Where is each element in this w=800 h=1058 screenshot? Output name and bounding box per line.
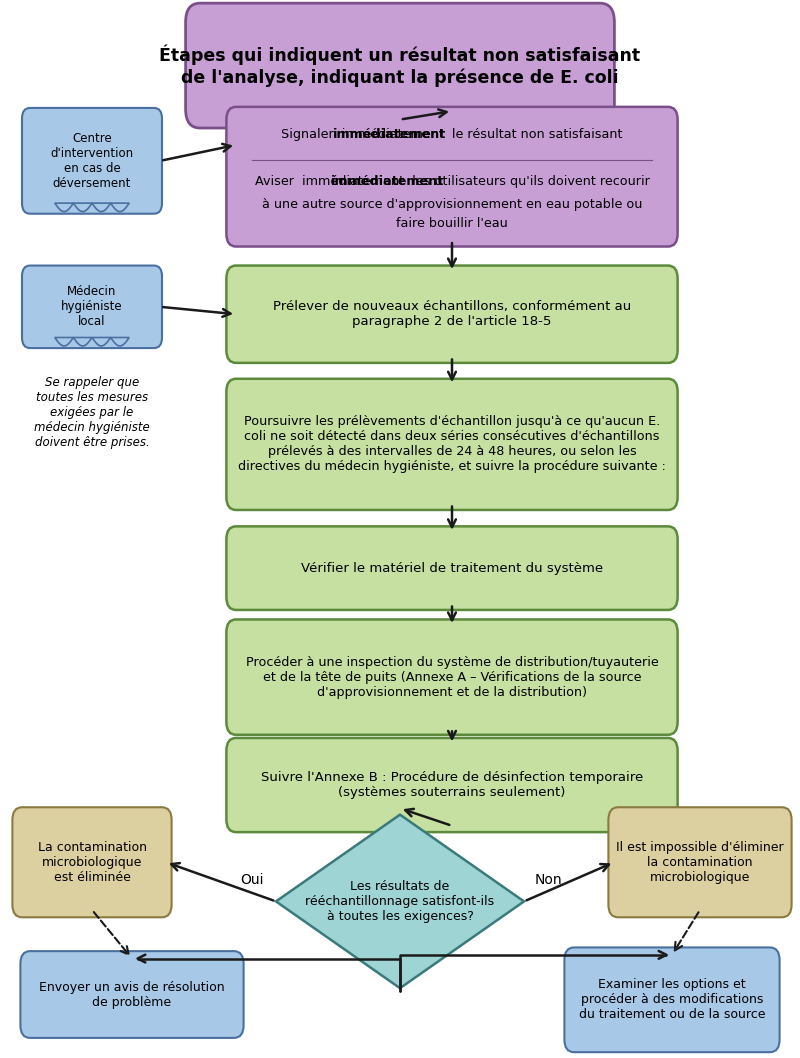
- Text: Se rappeler que
toutes les mesures
exigées par le
médecin hygiéniste
doivent êtr: Se rappeler que toutes les mesures exigé…: [34, 377, 150, 449]
- FancyBboxPatch shape: [226, 619, 678, 734]
- FancyBboxPatch shape: [226, 107, 678, 247]
- Text: Centre
d'intervention
en cas de
déversement: Centre d'intervention en cas de déversem…: [50, 132, 134, 189]
- FancyBboxPatch shape: [21, 951, 244, 1038]
- FancyBboxPatch shape: [226, 527, 678, 609]
- Text: Signaler  immédiatement  le résultat non satisfaisant: Signaler immédiatement le résultat non s…: [282, 128, 622, 141]
- Text: Les résultats de
rééchantillonnage satisfont-ils
à toutes les exigences?: Les résultats de rééchantillonnage satis…: [306, 880, 494, 923]
- Text: faire bouillir l'eau: faire bouillir l'eau: [396, 217, 508, 230]
- Polygon shape: [276, 815, 524, 988]
- FancyBboxPatch shape: [186, 3, 614, 128]
- FancyBboxPatch shape: [226, 379, 678, 510]
- Text: Non: Non: [534, 873, 562, 888]
- FancyBboxPatch shape: [608, 807, 791, 917]
- Text: Examiner les options et
procéder à des modifications
du traitement ou de la sour: Examiner les options et procéder à des m…: [578, 979, 766, 1021]
- Text: Oui: Oui: [240, 873, 264, 888]
- FancyBboxPatch shape: [13, 807, 171, 917]
- FancyBboxPatch shape: [22, 266, 162, 348]
- Text: Prélever de nouveaux échantillons, conformément au
paragraphe 2 de l'article 18-: Prélever de nouveaux échantillons, confo…: [273, 300, 631, 328]
- Text: à une autre source d'approvisionnement en eau potable ou: à une autre source d'approvisionnement e…: [262, 198, 642, 211]
- FancyBboxPatch shape: [22, 108, 162, 214]
- Text: Suivre l'Annexe B : Procédure de désinfection temporaire
(systèmes souterrains s: Suivre l'Annexe B : Procédure de désinfe…: [261, 771, 643, 799]
- Text: Il est impossible d'éliminer
la contamination
microbiologique: Il est impossible d'éliminer la contamin…: [616, 841, 784, 883]
- FancyBboxPatch shape: [565, 948, 779, 1052]
- Text: Médecin
hygiéniste
local: Médecin hygiéniste local: [61, 286, 123, 328]
- Text: Poursuivre les prélèvements d'échantillon jusqu'à ce qu'aucun E.
coli ne soit dé: Poursuivre les prélèvements d'échantillo…: [238, 416, 666, 473]
- Text: La contamination
microbiologique
est éliminée: La contamination microbiologique est éli…: [38, 841, 146, 883]
- Text: Procéder à une inspection du système de distribution/tuyauterie
et de la tête de: Procéder à une inspection du système de …: [246, 656, 658, 698]
- Polygon shape: [54, 338, 130, 346]
- Text: Envoyer un avis de résolution
de problème: Envoyer un avis de résolution de problèm…: [39, 981, 225, 1008]
- FancyBboxPatch shape: [226, 266, 678, 363]
- Text: immédiatement: immédiatement: [331, 176, 445, 188]
- Text: Aviser  immédiatement  les utilisateurs qu'ils doivent recourir: Aviser immédiatement les utilisateurs qu…: [254, 176, 650, 188]
- Text: Vérifier le matériel de traitement du système: Vérifier le matériel de traitement du sy…: [301, 562, 603, 574]
- Text: immédiatement: immédiatement: [333, 128, 446, 141]
- Text: Étapes qui indiquent un résultat non satisfaisant
de l'analyse, indiquant la pré: Étapes qui indiquent un résultat non sat…: [159, 44, 641, 87]
- Polygon shape: [54, 203, 130, 212]
- FancyBboxPatch shape: [226, 738, 678, 832]
